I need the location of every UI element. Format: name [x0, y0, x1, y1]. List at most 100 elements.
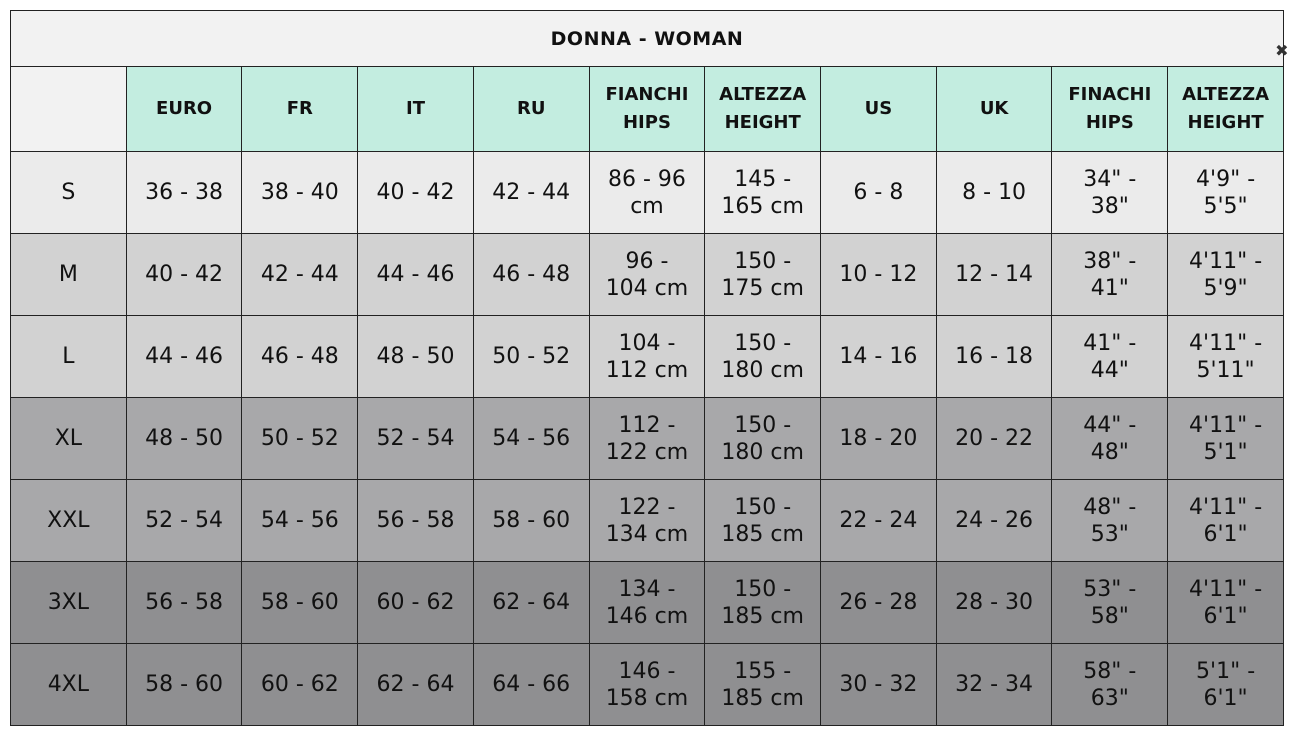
- table-cell: 30 - 32: [820, 643, 937, 726]
- cell-text: 8 - 10: [962, 180, 1027, 205]
- cell-text: 150 -: [734, 576, 792, 602]
- table-cell: 8 - 10: [935, 151, 1053, 234]
- table-cell: 14 - 16: [820, 315, 937, 398]
- cell-text: 185 cm: [721, 521, 804, 547]
- table-cell: 86 - 96 cm: [588, 151, 706, 234]
- table-cell: 48 - 50: [357, 315, 474, 398]
- table-cell: 42 - 44: [241, 233, 359, 316]
- table-cell: 22 - 24: [820, 479, 937, 562]
- table-cell: 155 -185 cm: [704, 643, 822, 726]
- cell-text: 18 - 20: [839, 426, 918, 451]
- size-table: DONNA - WOMAN ✖ EURO FR IT RU FIANCHI HIPS ALT…: [10, 10, 1289, 726]
- table-cell: 18 - 20: [820, 397, 937, 480]
- cell-text: 58" -: [1083, 658, 1137, 684]
- table-cell: 46 - 48: [472, 233, 590, 316]
- table-cell: 4'11" -5'11": [1167, 315, 1284, 398]
- cell-text: 58 - 60: [145, 672, 224, 697]
- cell-text: 6 - 8: [853, 180, 904, 205]
- cell-text: 4'11" -: [1189, 248, 1263, 274]
- cell-text: 56 - 58: [376, 508, 455, 533]
- cell-text: EURO: [156, 98, 213, 119]
- cell-text: 104 cm: [605, 275, 689, 301]
- cell-text: 12 - 14: [955, 262, 1034, 287]
- table-cell: 4'11" -5'1": [1167, 397, 1284, 480]
- column-header: ALTEZZA HEIGHT: [704, 66, 822, 152]
- table-cell: 56 - 58: [357, 479, 474, 562]
- cell-text: HIPS: [622, 112, 671, 133]
- table-cell: 26 - 28: [820, 561, 937, 644]
- table-cell: 28 - 30: [935, 561, 1053, 644]
- cell-text: 62 - 64: [492, 590, 571, 615]
- cell-text: 4'9" -: [1196, 166, 1256, 192]
- cell-text: 24 - 26: [955, 508, 1034, 533]
- table-row: XL 48 - 50 50 - 52 52 - 54 54 - 56 112 -122 c…: [10, 397, 1284, 480]
- cell-text: 58 - 60: [492, 508, 571, 533]
- cell-text: 41": [1090, 275, 1129, 301]
- table-cell: 62 - 64: [357, 643, 474, 726]
- cell-text: 50 - 52: [492, 344, 571, 369]
- table-row: L 44 - 46 46 - 48 48 - 50 50 - 52 104 -112 cm…: [10, 315, 1284, 398]
- table-cell: 6 - 8: [820, 151, 937, 234]
- cell-text: 42 - 44: [260, 262, 339, 287]
- header-row: EURO FR IT RU FIANCHI HIPS ALTEZZA HEIGHT US UK FI…: [10, 66, 1284, 152]
- cell-text: 6'1": [1203, 603, 1248, 629]
- cell-text: 134 -: [618, 576, 676, 602]
- size-label: 3XL: [10, 561, 127, 644]
- size-label: 4XL: [10, 643, 127, 726]
- title-text: DONNA - WOMAN: [550, 27, 744, 50]
- cell-text: 48 - 50: [376, 344, 455, 369]
- cell-text: 175 cm: [721, 275, 804, 301]
- table-cell: 16 - 18: [935, 315, 1053, 398]
- cell-text: 53": [1090, 521, 1129, 547]
- cell-text: US: [864, 98, 893, 119]
- cell-text: 58 - 60: [260, 590, 339, 615]
- table-cell: 54 - 56: [241, 479, 359, 562]
- table-cell: 12 - 14: [935, 233, 1053, 316]
- cell-text: 5'5": [1203, 193, 1248, 219]
- cell-text: 26 - 28: [839, 590, 918, 615]
- close-icon[interactable]: ✖: [1275, 41, 1289, 60]
- cell-text: 150 -: [734, 248, 792, 274]
- size-chart: DONNA - WOMAN ✖ EURO FR IT RU FIANCHI HIPS ALT…: [10, 10, 1289, 726]
- table-cell: 112 -122 cm: [588, 397, 706, 480]
- table-cell: 46 - 48: [241, 315, 359, 398]
- table-cell: 4'11" -6'1": [1167, 561, 1284, 644]
- table-cell: 34" -38": [1051, 151, 1169, 234]
- table-cell: 96 -104 cm: [588, 233, 706, 316]
- cell-text: 16 - 18: [955, 344, 1034, 369]
- table-cell: 58" -63": [1051, 643, 1169, 726]
- cell-text: 58": [1090, 603, 1129, 629]
- table-cell: 40 - 42: [357, 151, 474, 234]
- table-cell: 54 - 56: [472, 397, 590, 480]
- table-row: 4XL 58 - 60 60 - 62 62 - 64 64 - 66 146 -158 …: [10, 643, 1284, 726]
- table-row: 3XL 56 - 58 58 - 60 60 - 62 62 - 64 134 -146 …: [10, 561, 1284, 644]
- table-cell: 50 - 52: [241, 397, 359, 480]
- cell-text: 145 -: [734, 166, 792, 192]
- cell-text: IT: [406, 98, 425, 119]
- size-label: XL: [10, 397, 127, 480]
- cell-text: FIANCHI: [605, 84, 689, 105]
- table-cell: 58 - 60: [472, 479, 590, 562]
- cell-text: 185 cm: [721, 685, 804, 711]
- size-label: M: [10, 233, 127, 316]
- cell-text: 14 - 16: [839, 344, 918, 369]
- size-label: XXL: [10, 479, 127, 562]
- table-cell: 44 - 46: [357, 233, 474, 316]
- table-cell: 56 - 58: [125, 561, 243, 644]
- cell-text: 38 - 40: [260, 180, 339, 205]
- cell-text: 38": [1090, 193, 1129, 219]
- column-header: EURO: [125, 66, 243, 152]
- table-cell: 58 - 60: [241, 561, 359, 644]
- cell-text: 146 -: [618, 658, 676, 684]
- cell-text: 86 - 96: [607, 166, 686, 192]
- cell-text: 158 cm: [605, 685, 689, 711]
- cell-text: 44": [1090, 357, 1129, 383]
- cell-text: cm: [630, 193, 664, 219]
- cell-text: 6'1": [1203, 685, 1248, 711]
- table-cell: 32 - 34: [935, 643, 1053, 726]
- cell-text: 56 - 58: [145, 590, 224, 615]
- cell-text: 41" -: [1083, 330, 1137, 356]
- column-header: FINACHI HIPS: [1051, 66, 1169, 152]
- table-cell: 48 - 50: [125, 397, 243, 480]
- cell-text: 50 - 52: [260, 426, 339, 451]
